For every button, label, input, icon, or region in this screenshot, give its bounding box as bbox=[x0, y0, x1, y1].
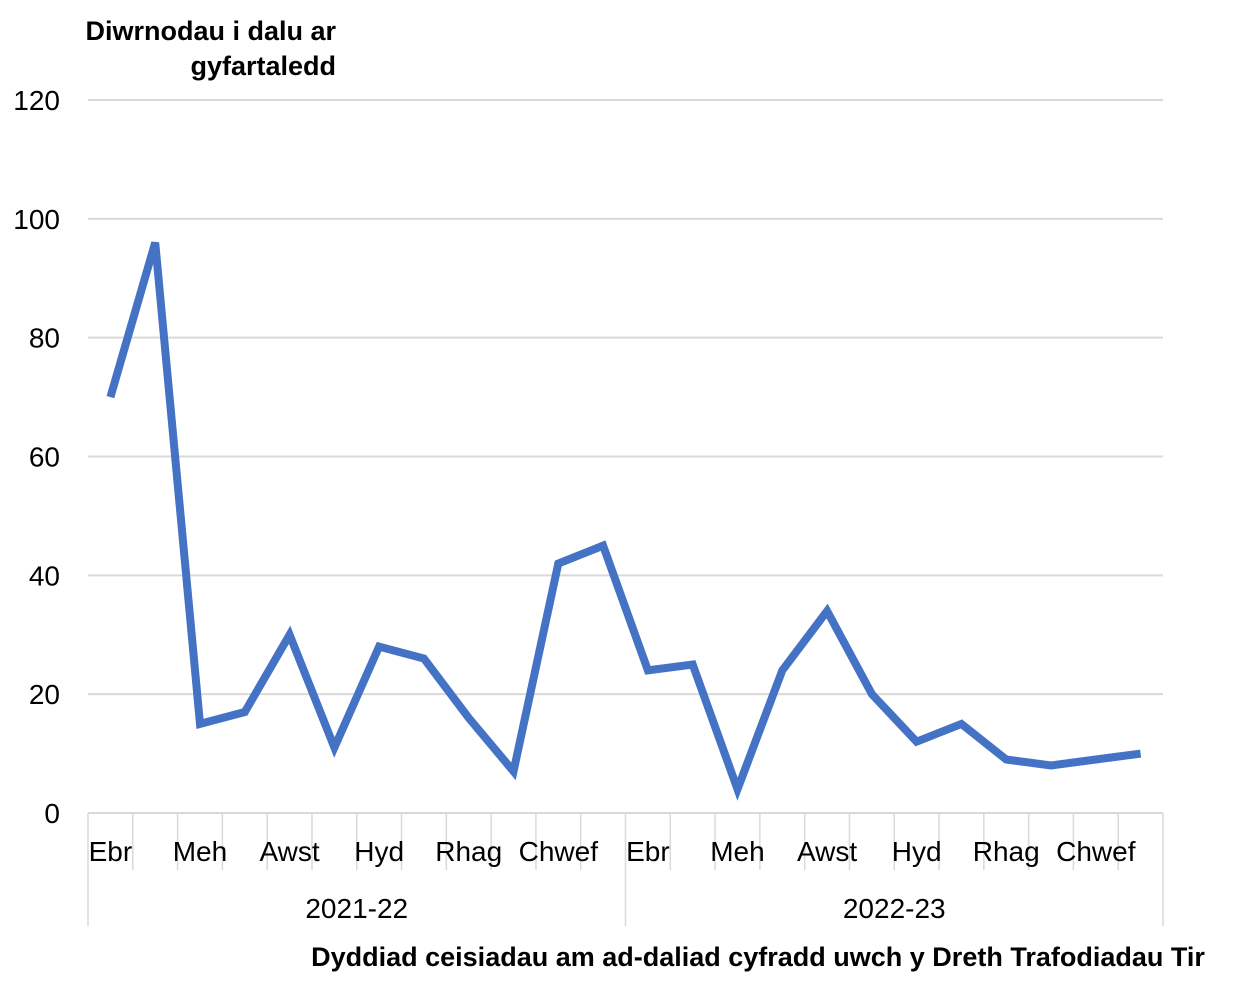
x-group-label: 2022-23 bbox=[843, 893, 946, 924]
x-tick-label: Hyd bbox=[892, 836, 942, 867]
y-tick-label: 20 bbox=[29, 679, 60, 710]
y-tick-label: 80 bbox=[29, 323, 60, 354]
x-tick-label: Chwef bbox=[1056, 836, 1136, 867]
y-axis-title: Diwrnodau i dalu ar gyfartaledd bbox=[85, 16, 336, 81]
series-line bbox=[106, 241, 1142, 801]
y-tick-label: 60 bbox=[29, 442, 60, 473]
gridlines bbox=[88, 99, 1163, 814]
x-tick-label: Chwef bbox=[519, 836, 599, 867]
y-tick-label: 100 bbox=[13, 204, 60, 235]
x-tick-label: Ebr bbox=[89, 836, 133, 867]
x-tick-label: Rhag bbox=[973, 836, 1040, 867]
x-tick-label: Awst bbox=[259, 836, 319, 867]
y-axis-ticks: 0 20 40 60 80 100 120 bbox=[13, 85, 60, 829]
x-tick-label: Awst bbox=[797, 836, 857, 867]
x-tick-label: Meh bbox=[173, 836, 227, 867]
x-tick-label: Meh bbox=[710, 836, 764, 867]
y-tick-label: 120 bbox=[13, 85, 60, 116]
x-group-label: 2021-22 bbox=[305, 893, 408, 924]
y-tick-label: 40 bbox=[29, 560, 60, 591]
x-tick-label: Ebr bbox=[626, 836, 670, 867]
x-tick-label: Rhag bbox=[435, 836, 502, 867]
x-tick-label: Hyd bbox=[354, 836, 404, 867]
x-axis-title: Dyddiad ceisiadau am ad-daliad cyfradd u… bbox=[311, 942, 1205, 972]
x-axis: Ebr Meh Awst Hyd Rhag Chwef Ebr Meh Awst Hyd Rhag C… bbox=[87, 813, 1164, 926]
y-tick-label: 0 bbox=[44, 798, 60, 829]
series-group bbox=[106, 241, 1142, 801]
